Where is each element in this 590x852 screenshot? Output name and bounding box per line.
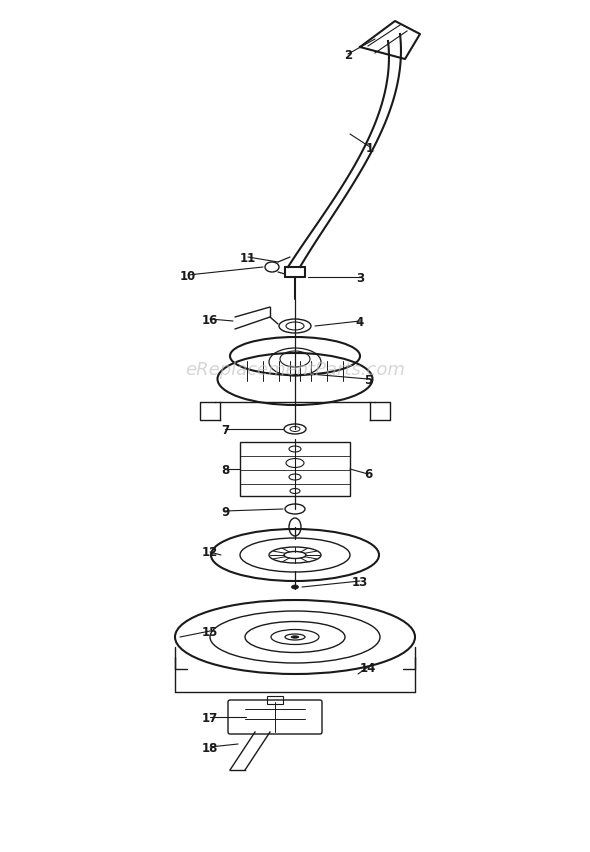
Text: 6: 6: [364, 468, 372, 481]
Ellipse shape: [291, 636, 299, 638]
Text: eReplacementParts.com: eReplacementParts.com: [185, 360, 405, 378]
Text: 3: 3: [356, 271, 364, 285]
Ellipse shape: [291, 585, 299, 590]
Text: 14: 14: [360, 660, 376, 674]
Text: 12: 12: [202, 546, 218, 559]
Text: 15: 15: [202, 625, 218, 638]
Text: 11: 11: [240, 251, 256, 264]
Bar: [240, 442, 350, 497]
Text: 7: 7: [221, 423, 229, 436]
Text: 18: 18: [202, 740, 218, 754]
Text: 17: 17: [202, 711, 218, 723]
Text: 8: 8: [221, 463, 229, 476]
Text: 2: 2: [344, 49, 352, 61]
Text: 5: 5: [364, 373, 372, 386]
Text: 16: 16: [202, 314, 218, 326]
Text: 1: 1: [366, 141, 374, 154]
Text: 4: 4: [356, 315, 364, 328]
Text: 10: 10: [180, 269, 196, 282]
Bar: [267, 696, 283, 704]
Text: 9: 9: [221, 505, 229, 518]
Text: 13: 13: [352, 575, 368, 588]
